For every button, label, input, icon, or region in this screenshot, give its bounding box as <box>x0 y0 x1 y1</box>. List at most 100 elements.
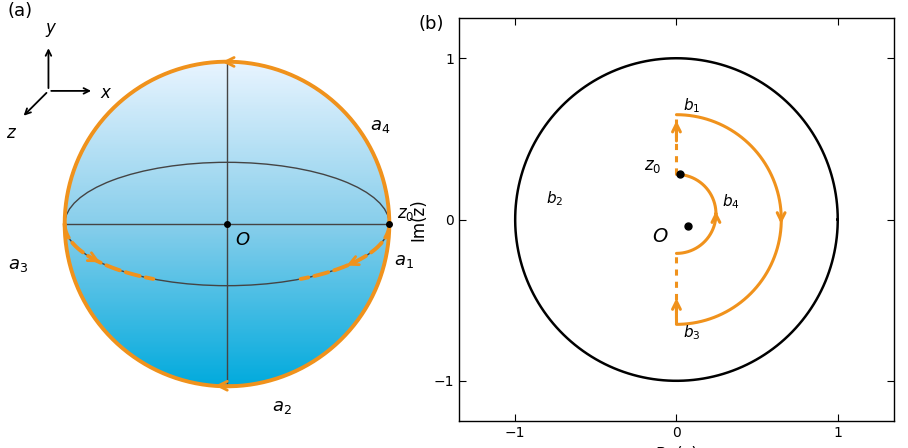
Polygon shape <box>178 68 276 69</box>
Polygon shape <box>70 183 384 184</box>
Polygon shape <box>94 130 360 131</box>
Polygon shape <box>139 360 315 362</box>
Polygon shape <box>107 114 347 115</box>
Polygon shape <box>91 134 363 135</box>
Polygon shape <box>73 274 381 275</box>
Polygon shape <box>79 291 375 292</box>
Polygon shape <box>100 325 354 326</box>
Polygon shape <box>88 307 366 308</box>
Polygon shape <box>74 276 380 277</box>
Polygon shape <box>75 166 379 167</box>
Polygon shape <box>71 179 383 180</box>
Polygon shape <box>64 230 390 232</box>
Polygon shape <box>161 372 293 373</box>
Polygon shape <box>66 200 388 201</box>
Polygon shape <box>114 106 340 107</box>
Polygon shape <box>146 365 308 366</box>
Polygon shape <box>64 223 390 224</box>
Polygon shape <box>154 369 300 370</box>
Polygon shape <box>125 351 329 352</box>
Polygon shape <box>67 194 387 195</box>
Polygon shape <box>77 286 377 287</box>
Polygon shape <box>67 254 387 255</box>
Polygon shape <box>201 63 253 64</box>
Polygon shape <box>65 213 389 214</box>
Polygon shape <box>104 330 350 331</box>
Polygon shape <box>163 73 291 75</box>
Polygon shape <box>174 69 280 70</box>
Polygon shape <box>97 321 357 323</box>
Polygon shape <box>95 128 359 129</box>
Polygon shape <box>133 91 321 92</box>
Polygon shape <box>130 354 324 355</box>
Polygon shape <box>66 243 388 245</box>
Polygon shape <box>104 117 350 118</box>
Polygon shape <box>131 92 323 93</box>
Polygon shape <box>76 162 378 164</box>
Polygon shape <box>86 305 368 306</box>
Polygon shape <box>71 180 383 181</box>
Polygon shape <box>80 154 374 155</box>
Polygon shape <box>65 210 389 211</box>
Polygon shape <box>67 250 387 251</box>
Polygon shape <box>65 234 389 235</box>
Polygon shape <box>133 356 321 357</box>
Polygon shape <box>75 282 379 284</box>
Polygon shape <box>64 219 390 220</box>
Polygon shape <box>67 196 387 197</box>
Polygon shape <box>85 303 369 304</box>
Polygon shape <box>65 205 389 206</box>
Polygon shape <box>92 314 362 315</box>
Polygon shape <box>208 62 246 63</box>
Polygon shape <box>74 170 380 171</box>
Polygon shape <box>113 108 341 109</box>
Polygon shape <box>104 118 350 119</box>
Text: z: z <box>6 124 15 142</box>
Polygon shape <box>114 341 340 342</box>
Polygon shape <box>113 339 341 340</box>
Polygon shape <box>106 115 348 116</box>
Polygon shape <box>78 289 376 290</box>
Polygon shape <box>78 158 376 159</box>
Polygon shape <box>110 336 344 338</box>
Polygon shape <box>65 209 389 210</box>
Polygon shape <box>94 131 360 132</box>
Polygon shape <box>69 261 385 262</box>
Polygon shape <box>67 197 387 198</box>
Polygon shape <box>66 198 388 199</box>
Polygon shape <box>185 66 269 67</box>
Polygon shape <box>70 181 384 182</box>
Polygon shape <box>74 279 380 280</box>
Polygon shape <box>71 268 383 269</box>
Polygon shape <box>124 349 330 351</box>
Polygon shape <box>97 125 357 127</box>
Polygon shape <box>127 95 327 96</box>
Polygon shape <box>77 160 377 161</box>
Polygon shape <box>103 328 351 329</box>
Polygon shape <box>64 222 390 223</box>
Polygon shape <box>65 241 389 242</box>
Polygon shape <box>67 251 387 252</box>
Polygon shape <box>75 281 379 282</box>
Polygon shape <box>144 83 310 84</box>
Polygon shape <box>81 151 373 153</box>
Text: $a_1$: $a_1$ <box>394 252 414 270</box>
Polygon shape <box>64 224 390 225</box>
Polygon shape <box>118 344 336 345</box>
Polygon shape <box>75 164 379 166</box>
Polygon shape <box>130 93 324 94</box>
Polygon shape <box>90 136 364 138</box>
Polygon shape <box>108 334 346 336</box>
Polygon shape <box>99 123 355 125</box>
Polygon shape <box>66 201 388 202</box>
Polygon shape <box>81 294 373 295</box>
Polygon shape <box>64 227 390 228</box>
Polygon shape <box>72 175 382 177</box>
Polygon shape <box>178 379 276 380</box>
Polygon shape <box>74 168 380 169</box>
Polygon shape <box>116 104 338 105</box>
Polygon shape <box>65 239 389 240</box>
Polygon shape <box>84 301 370 302</box>
Polygon shape <box>74 169 380 170</box>
Polygon shape <box>91 312 363 313</box>
